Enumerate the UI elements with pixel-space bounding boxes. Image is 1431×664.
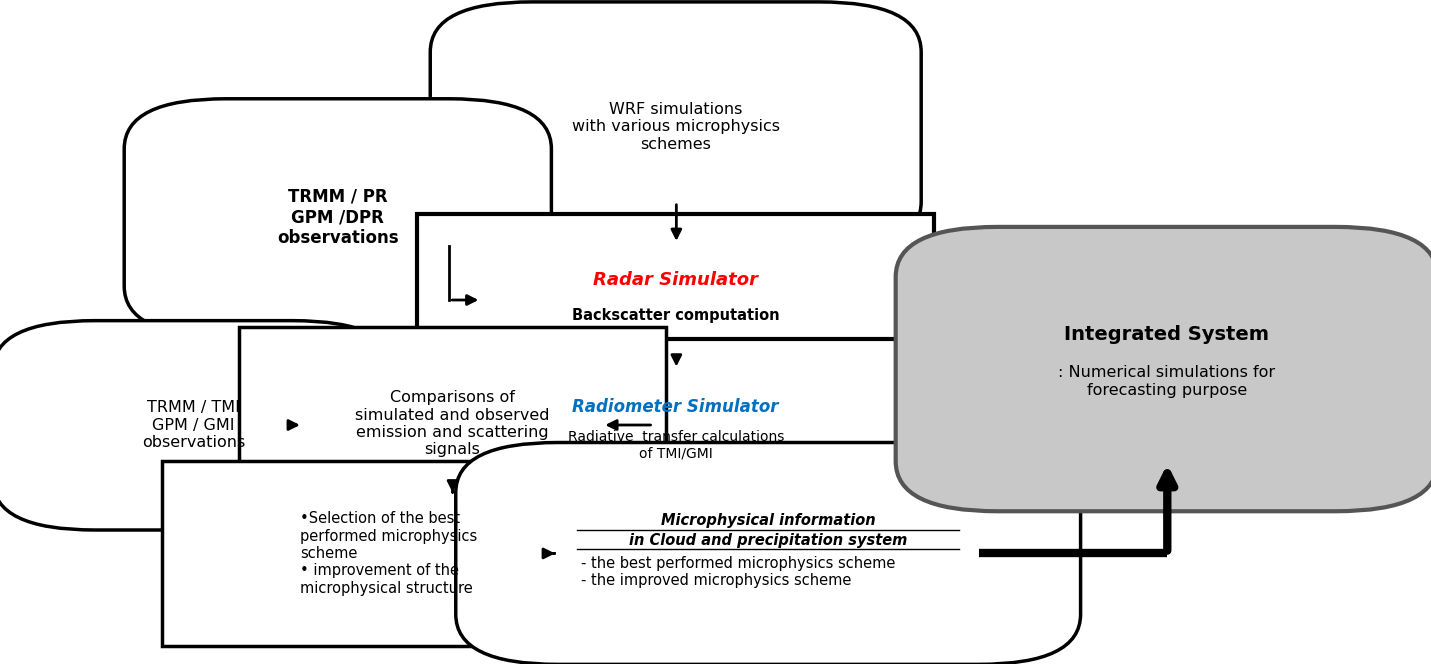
FancyBboxPatch shape <box>163 461 615 645</box>
FancyBboxPatch shape <box>418 214 934 386</box>
Text: Radiometer Simulator: Radiometer Simulator <box>572 398 778 416</box>
FancyBboxPatch shape <box>455 442 1080 664</box>
FancyBboxPatch shape <box>239 327 667 521</box>
Text: Integrated System: Integrated System <box>1065 325 1269 344</box>
Text: TRMM / TMI
GPM / GMI
observations: TRMM / TMI GPM / GMI observations <box>142 400 245 450</box>
Text: Radiative  transfer calculations
of TMI/GMI: Radiative transfer calculations of TMI/G… <box>568 430 784 460</box>
Text: Comparisons of
simulated and observed
emission and scattering
signals: Comparisons of simulated and observed em… <box>355 390 550 457</box>
FancyBboxPatch shape <box>0 321 395 530</box>
FancyBboxPatch shape <box>418 339 934 511</box>
Text: : Numerical simulations for
forecasting purpose: : Numerical simulations for forecasting … <box>1058 365 1275 398</box>
Text: Backscatter computation: Backscatter computation <box>572 309 780 323</box>
FancyBboxPatch shape <box>124 99 551 336</box>
Text: Radar Simulator: Radar Simulator <box>594 272 758 290</box>
Text: WRF simulations
with various microphysics
schemes: WRF simulations with various microphysic… <box>572 102 780 152</box>
Text: Microphysical information: Microphysical information <box>661 513 876 529</box>
FancyBboxPatch shape <box>431 2 922 252</box>
FancyBboxPatch shape <box>896 227 1431 511</box>
Text: •Selection of the best
performed microphysics
scheme
• improvement of the
microp: •Selection of the best performed microph… <box>301 511 478 596</box>
Text: in Cloud and precipitation system: in Cloud and precipitation system <box>630 533 907 548</box>
Text: - the best performed microphysics scheme
- the improved microphysics scheme: - the best performed microphysics scheme… <box>581 556 896 588</box>
Text: TRMM / PR
GPM /DPR
observations: TRMM / PR GPM /DPR observations <box>278 188 399 247</box>
